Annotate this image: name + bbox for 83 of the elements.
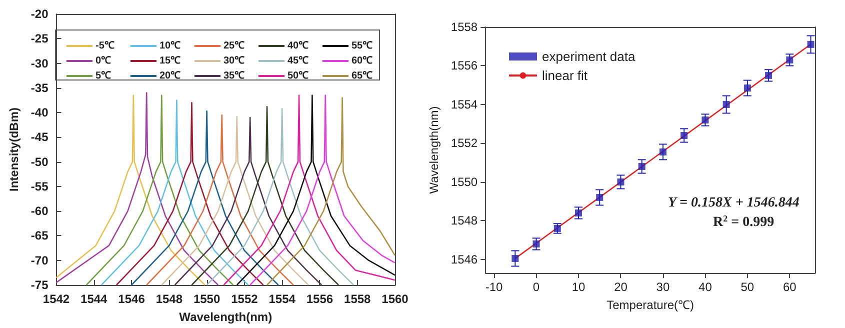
- line-series: [146, 114, 294, 286]
- line-series: [130, 110, 279, 286]
- legend-label: 30℃: [224, 56, 245, 66]
- point: [532, 240, 540, 248]
- point: [786, 56, 794, 64]
- point: [680, 132, 688, 139]
- point: [765, 72, 772, 79]
- legend-label: linear fit: [542, 68, 588, 83]
- legend-label: 60℃: [352, 56, 373, 66]
- y-tick-label: -30: [30, 56, 49, 70]
- y-tick-label: -45: [30, 130, 49, 144]
- x-axis-title: Wavelength(nm): [179, 310, 272, 324]
- y-axis-title: Wavelength(nm): [427, 106, 441, 194]
- x-tick-label: 50: [740, 280, 754, 294]
- point: [659, 148, 666, 156]
- point: [554, 224, 561, 232]
- point: [702, 116, 709, 124]
- x-tick-label: 60: [782, 280, 797, 294]
- y-tick-label: 1546: [450, 252, 478, 266]
- legend-label: 65℃: [352, 70, 373, 82]
- legend-label: 55℃: [352, 40, 373, 52]
- point: [638, 162, 646, 170]
- legend-label: 15℃: [160, 56, 181, 66]
- x-tick-label: 0: [532, 280, 540, 294]
- y-tick-label: 1554: [450, 97, 478, 112]
- x-tick-label: 1546: [118, 292, 146, 306]
- line-series: [100, 100, 249, 286]
- line-series: [160, 116, 310, 286]
- x-tick-label: 1548: [156, 292, 183, 306]
- point: [512, 254, 519, 262]
- legend-label: -5℃: [96, 40, 114, 52]
- x-tick-label: 1542: [42, 292, 70, 306]
- legend-label: 10℃: [160, 40, 181, 52]
- y-tick-label: -20: [30, 7, 49, 21]
- legend-label: 40℃: [288, 40, 309, 52]
- y-tick-label: -25: [30, 32, 49, 46]
- y-tick-label: -35: [30, 80, 49, 95]
- legend-label: 50℃: [288, 70, 309, 82]
- point: [596, 194, 604, 201]
- x-tick-label: 1552: [231, 292, 258, 306]
- x-axis-title: Temperature(℃): [606, 298, 694, 312]
- point: [722, 100, 730, 108]
- line-series: [174, 116, 322, 286]
- annotation: Y = 0.158X + 1546.844: [668, 196, 800, 210]
- point: [575, 209, 582, 216]
- legend-label: 35℃: [224, 70, 245, 82]
- x-tick-label: 1558: [344, 292, 372, 306]
- x-tick-label: 1560: [382, 292, 409, 306]
- x-tick-label: 1554: [268, 292, 296, 306]
- x-tick-label: 10: [572, 280, 586, 294]
- point: [807, 40, 814, 48]
- legend-label: experiment data: [542, 49, 636, 64]
- line-series: [191, 106, 340, 286]
- y-tick-label: -55: [30, 179, 49, 194]
- line-series: [86, 94, 234, 286]
- legend-label: 45℃: [288, 56, 309, 66]
- y-tick-label: -70: [30, 253, 49, 268]
- y-tick-label: -60: [30, 204, 49, 218]
- point: [617, 178, 624, 186]
- x-tick-label: 40: [698, 280, 712, 294]
- legend-label: 5℃: [96, 70, 112, 82]
- x-tick-label: 30: [656, 280, 670, 294]
- y-tick-label: 1550: [450, 174, 478, 189]
- legend-label: 25℃: [224, 40, 245, 52]
- line-series: [206, 108, 354, 286]
- y-tick-label: 1558: [450, 20, 478, 34]
- legend-label: 20℃: [160, 70, 181, 82]
- y-tick-label: -40: [30, 106, 49, 120]
- x-tick-label: 1544: [80, 292, 108, 306]
- line-series: [116, 102, 264, 286]
- y-tick-label: 1548: [450, 214, 478, 228]
- legend-label: 0℃: [96, 56, 112, 66]
- y-tick-label: -65: [30, 228, 49, 243]
- x-tick-label: -10: [485, 280, 504, 294]
- x-tick-label: 1550: [193, 292, 220, 306]
- x-tick-label: 1556: [306, 292, 334, 306]
- x-tick-label: 20: [614, 280, 628, 294]
- y-tick-label: -50: [30, 154, 49, 169]
- y-axis-title: Intensity(dBm): [7, 107, 21, 192]
- y-tick-label: 1556: [450, 58, 478, 73]
- y-tick-label: -75: [30, 278, 49, 292]
- point: [744, 84, 751, 92]
- y-tick-label: 1552: [450, 136, 478, 150]
